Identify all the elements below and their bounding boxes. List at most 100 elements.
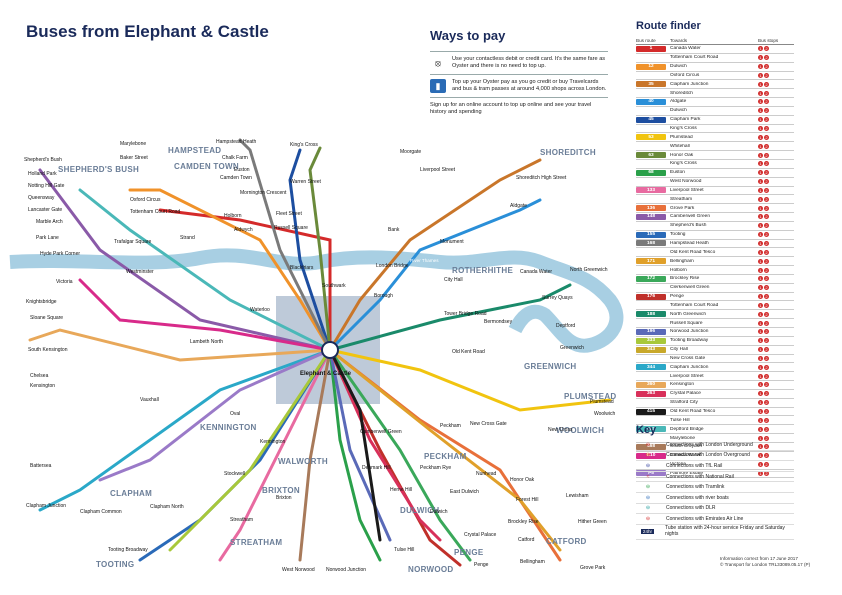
route-finder-row[interactable]: Shepherd's Bush 1 2: [636, 222, 794, 231]
place-label[interactable]: Hyde Park Corner: [40, 251, 81, 257]
place-label[interactable]: Kensington: [30, 383, 56, 389]
route-finder-row[interactable]: 188 North Greenwich 1 2: [636, 310, 794, 320]
place-label[interactable]: North Greenwich: [570, 267, 608, 273]
place-label[interactable]: Russell Square: [274, 225, 308, 231]
route-finder-row[interactable]: King's Cross 1 2: [636, 125, 794, 134]
place-label[interactable]: Deptford: [556, 323, 576, 329]
place-label[interactable]: Norwood Junction: [326, 567, 367, 573]
route-finder-row[interactable]: Russell Square 1 2: [636, 319, 794, 328]
place-label[interactable]: Grove Park: [580, 565, 606, 571]
place-label[interactable]: East Dulwich: [450, 489, 479, 495]
place-label[interactable]: Clapham North: [150, 504, 184, 510]
route-finder-row[interactable]: 148 Camberwell Green 1 2: [636, 213, 794, 222]
place-label[interactable]: Oval: [230, 411, 241, 417]
route-finder-row[interactable]: 53 Plumstead 1 2: [636, 133, 794, 143]
place-label[interactable]: Brockley Rise: [508, 519, 539, 525]
place-label[interactable]: Chelsea: [30, 373, 49, 379]
place-label[interactable]: Strand: [180, 235, 195, 241]
route-finder-row[interactable]: 196 Norwood Junction 1 2: [636, 328, 794, 337]
place-label[interactable]: Hither Green: [578, 519, 607, 525]
route-finder-row[interactable]: Tulse Hill 1 2: [636, 416, 794, 426]
place-label[interactable]: West Norwood: [282, 567, 315, 573]
route-finder-row[interactable]: 35 Clapham Junction 1 2: [636, 80, 794, 90]
route-finder-row[interactable]: Shoreditch 1 2: [636, 89, 794, 99]
place-label[interactable]: Lewisham: [566, 493, 589, 499]
place-label[interactable]: Kennington: [260, 439, 286, 445]
route-finder-row[interactable]: 155 Tooting 1 2: [636, 231, 794, 240]
route-finder-row[interactable]: 344 Clapham Junction 1 2: [636, 363, 794, 373]
place-label[interactable]: Fleet Street: [276, 211, 302, 217]
place-label[interactable]: Moorgate: [400, 149, 422, 155]
elephant-castle-hub[interactable]: [321, 341, 339, 359]
place-label[interactable]: Blackfriars: [290, 265, 314, 271]
route-finder-row[interactable]: Strafford City 1 2: [636, 399, 794, 408]
place-label[interactable]: Holland Park: [28, 171, 57, 177]
place-label[interactable]: South Kensington: [28, 347, 68, 353]
place-label[interactable]: Herne Hill: [390, 487, 412, 493]
place-label[interactable]: Waterloo: [250, 307, 270, 313]
place-label[interactable]: Camberwell Green: [360, 429, 402, 435]
place-label[interactable]: Euston: [234, 167, 250, 173]
route-finder-row[interactable]: 168 Hampstead Heath 1 2: [636, 240, 794, 249]
place-label[interactable]: Canada Water: [520, 269, 553, 275]
route-finder-row[interactable]: Clerkenwell Green 1 2: [636, 284, 794, 293]
place-label[interactable]: Clapham Junction: [26, 503, 67, 509]
place-label[interactable]: Stockwell: [224, 471, 246, 477]
route-finder-row[interactable]: 453 Deptford Bridge 1 2: [636, 425, 794, 435]
place-label[interactable]: Denmark Hill: [362, 465, 391, 471]
route-finder-row[interactable]: 1 Canada Water 1 2: [636, 45, 794, 54]
place-label[interactable]: Woolwich: [594, 411, 616, 417]
place-label[interactable]: Knightsbridge: [26, 299, 57, 305]
route-finder-row[interactable]: 360 Kensington 1 2: [636, 381, 794, 390]
place-label[interactable]: Camden Town: [220, 175, 252, 181]
place-label[interactable]: Tottenham Court Road: [130, 209, 181, 215]
place-label[interactable]: Liverpool Street: [420, 167, 456, 173]
place-label[interactable]: Honor Oak: [510, 477, 535, 483]
place-label[interactable]: Southwark: [322, 283, 346, 289]
place-label[interactable]: Surrey Quays: [542, 295, 573, 301]
place-label[interactable]: Lambeth North: [190, 339, 224, 345]
place-label[interactable]: Monument: [440, 239, 464, 245]
route-finder-row[interactable]: Oxford Circus 1 2: [636, 72, 794, 81]
route-finder-row[interactable]: Tottenham Court Road 1 2: [636, 54, 794, 63]
place-label[interactable]: Plumstead: [590, 399, 614, 405]
place-label[interactable]: Hampstead Heath: [216, 139, 257, 145]
route-finder-row[interactable]: 415 Old Kent Road Tesco 1 2: [636, 408, 794, 417]
place-label[interactable]: Sloane Square: [30, 315, 64, 321]
place-label[interactable]: Vauxhall: [140, 397, 159, 403]
place-label[interactable]: Clapham Common: [80, 509, 122, 515]
place-label[interactable]: New Cross Gate: [470, 421, 507, 427]
place-label[interactable]: Marble Arch: [36, 219, 63, 225]
place-label[interactable]: Aldwych: [234, 227, 253, 233]
place-label[interactable]: Shepherd's Bush: [24, 157, 62, 163]
route-finder-row[interactable]: 45 Clapham Park 1 2: [636, 116, 794, 125]
place-label[interactable]: Borough: [374, 293, 393, 299]
place-label[interactable]: Holborn: [224, 213, 242, 219]
route-finder-row[interactable]: Whitehall 1 2: [636, 142, 794, 152]
place-label[interactable]: Penge: [474, 562, 489, 568]
place-label[interactable]: Tooting Broadway: [108, 547, 148, 553]
place-label[interactable]: Lancaster Gate: [28, 207, 63, 213]
place-label[interactable]: Tulse Hill: [394, 547, 415, 553]
place-label[interactable]: Baker Street: [120, 155, 148, 161]
place-label[interactable]: Forest Hill: [516, 497, 539, 503]
route-finder-row[interactable]: 40 Aldgate 1 2: [636, 98, 794, 107]
place-label[interactable]: Queensway: [28, 195, 55, 201]
place-label[interactable]: Bermondsey: [484, 319, 513, 325]
hub-label[interactable]: Elephant & Castle: [300, 371, 352, 377]
place-label[interactable]: Mornington Crescent: [240, 190, 287, 196]
place-label[interactable]: Warren Street: [290, 179, 321, 185]
place-label[interactable]: Crystal Palace: [464, 532, 497, 538]
place-label[interactable]: Peckham: [440, 423, 461, 429]
place-label[interactable]: Aldgate: [510, 203, 527, 209]
route-finder-row[interactable]: Old Kent Road Tesco 1 2: [636, 248, 794, 258]
place-label[interactable]: Catford: [518, 537, 535, 543]
route-finder-row[interactable]: 68 Euston 1 2: [636, 169, 794, 178]
route-finder-row[interactable]: King's Cross 1 2: [636, 160, 794, 169]
route-finder-row[interactable]: 333 Tooting Broadway 1 2: [636, 337, 794, 346]
route-finder-row[interactable]: West Norwood 1 2: [636, 178, 794, 187]
route-finder-row[interactable]: 171 Bellingham 1 2: [636, 257, 794, 267]
route-finder-row[interactable]: 12 Dulwich 1 2: [636, 63, 794, 72]
place-label[interactable]: Victoria: [56, 279, 73, 285]
